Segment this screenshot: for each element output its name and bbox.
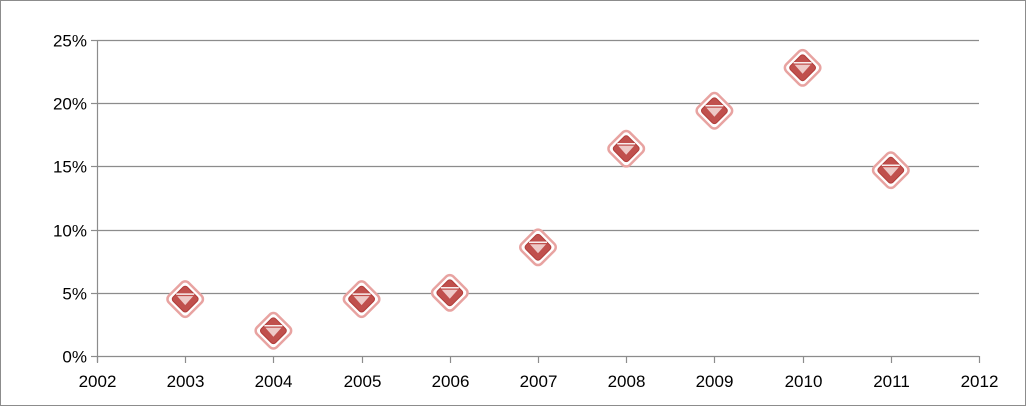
x-tick-label: 2009: [696, 372, 734, 391]
x-tick-label: 2002: [79, 372, 117, 391]
x-tick-label: 2012: [961, 372, 999, 391]
y-tick-label: 10%: [53, 222, 87, 241]
x-tick-label: 2006: [432, 372, 470, 391]
data-point: [871, 151, 910, 190]
x-tick-label: 2005: [344, 372, 382, 391]
x-tick-label: 2007: [520, 372, 558, 391]
y-tick-label: 20%: [53, 95, 87, 114]
data-points: [166, 48, 910, 350]
y-tick-label: 25%: [53, 32, 87, 51]
y-tick-label: 0%: [62, 348, 87, 367]
y-tick-label: 5%: [62, 285, 87, 304]
data-point: [783, 48, 822, 87]
data-point: [254, 311, 293, 350]
x-tick-label: 2010: [785, 372, 823, 391]
axes: [91, 39, 981, 363]
x-tick-label: 2004: [255, 372, 293, 391]
x-tick-label: 2003: [167, 372, 205, 391]
data-point: [430, 273, 469, 312]
y-tick-label: 15%: [53, 158, 87, 177]
data-point: [342, 280, 381, 319]
data-point: [166, 280, 205, 319]
x-tick-label: 2008: [608, 372, 646, 391]
x-tick-label: 2011: [873, 372, 910, 391]
data-point: [695, 91, 734, 130]
data-point: [519, 228, 557, 267]
x-tick-labels: 2002 2003 2004 2005 2006 2007 2008 2009 2010 2011…: [79, 372, 999, 391]
y-tick-labels: 0% 5% 10% 15% 20% 25%: [53, 32, 87, 367]
data-point: [607, 129, 646, 168]
